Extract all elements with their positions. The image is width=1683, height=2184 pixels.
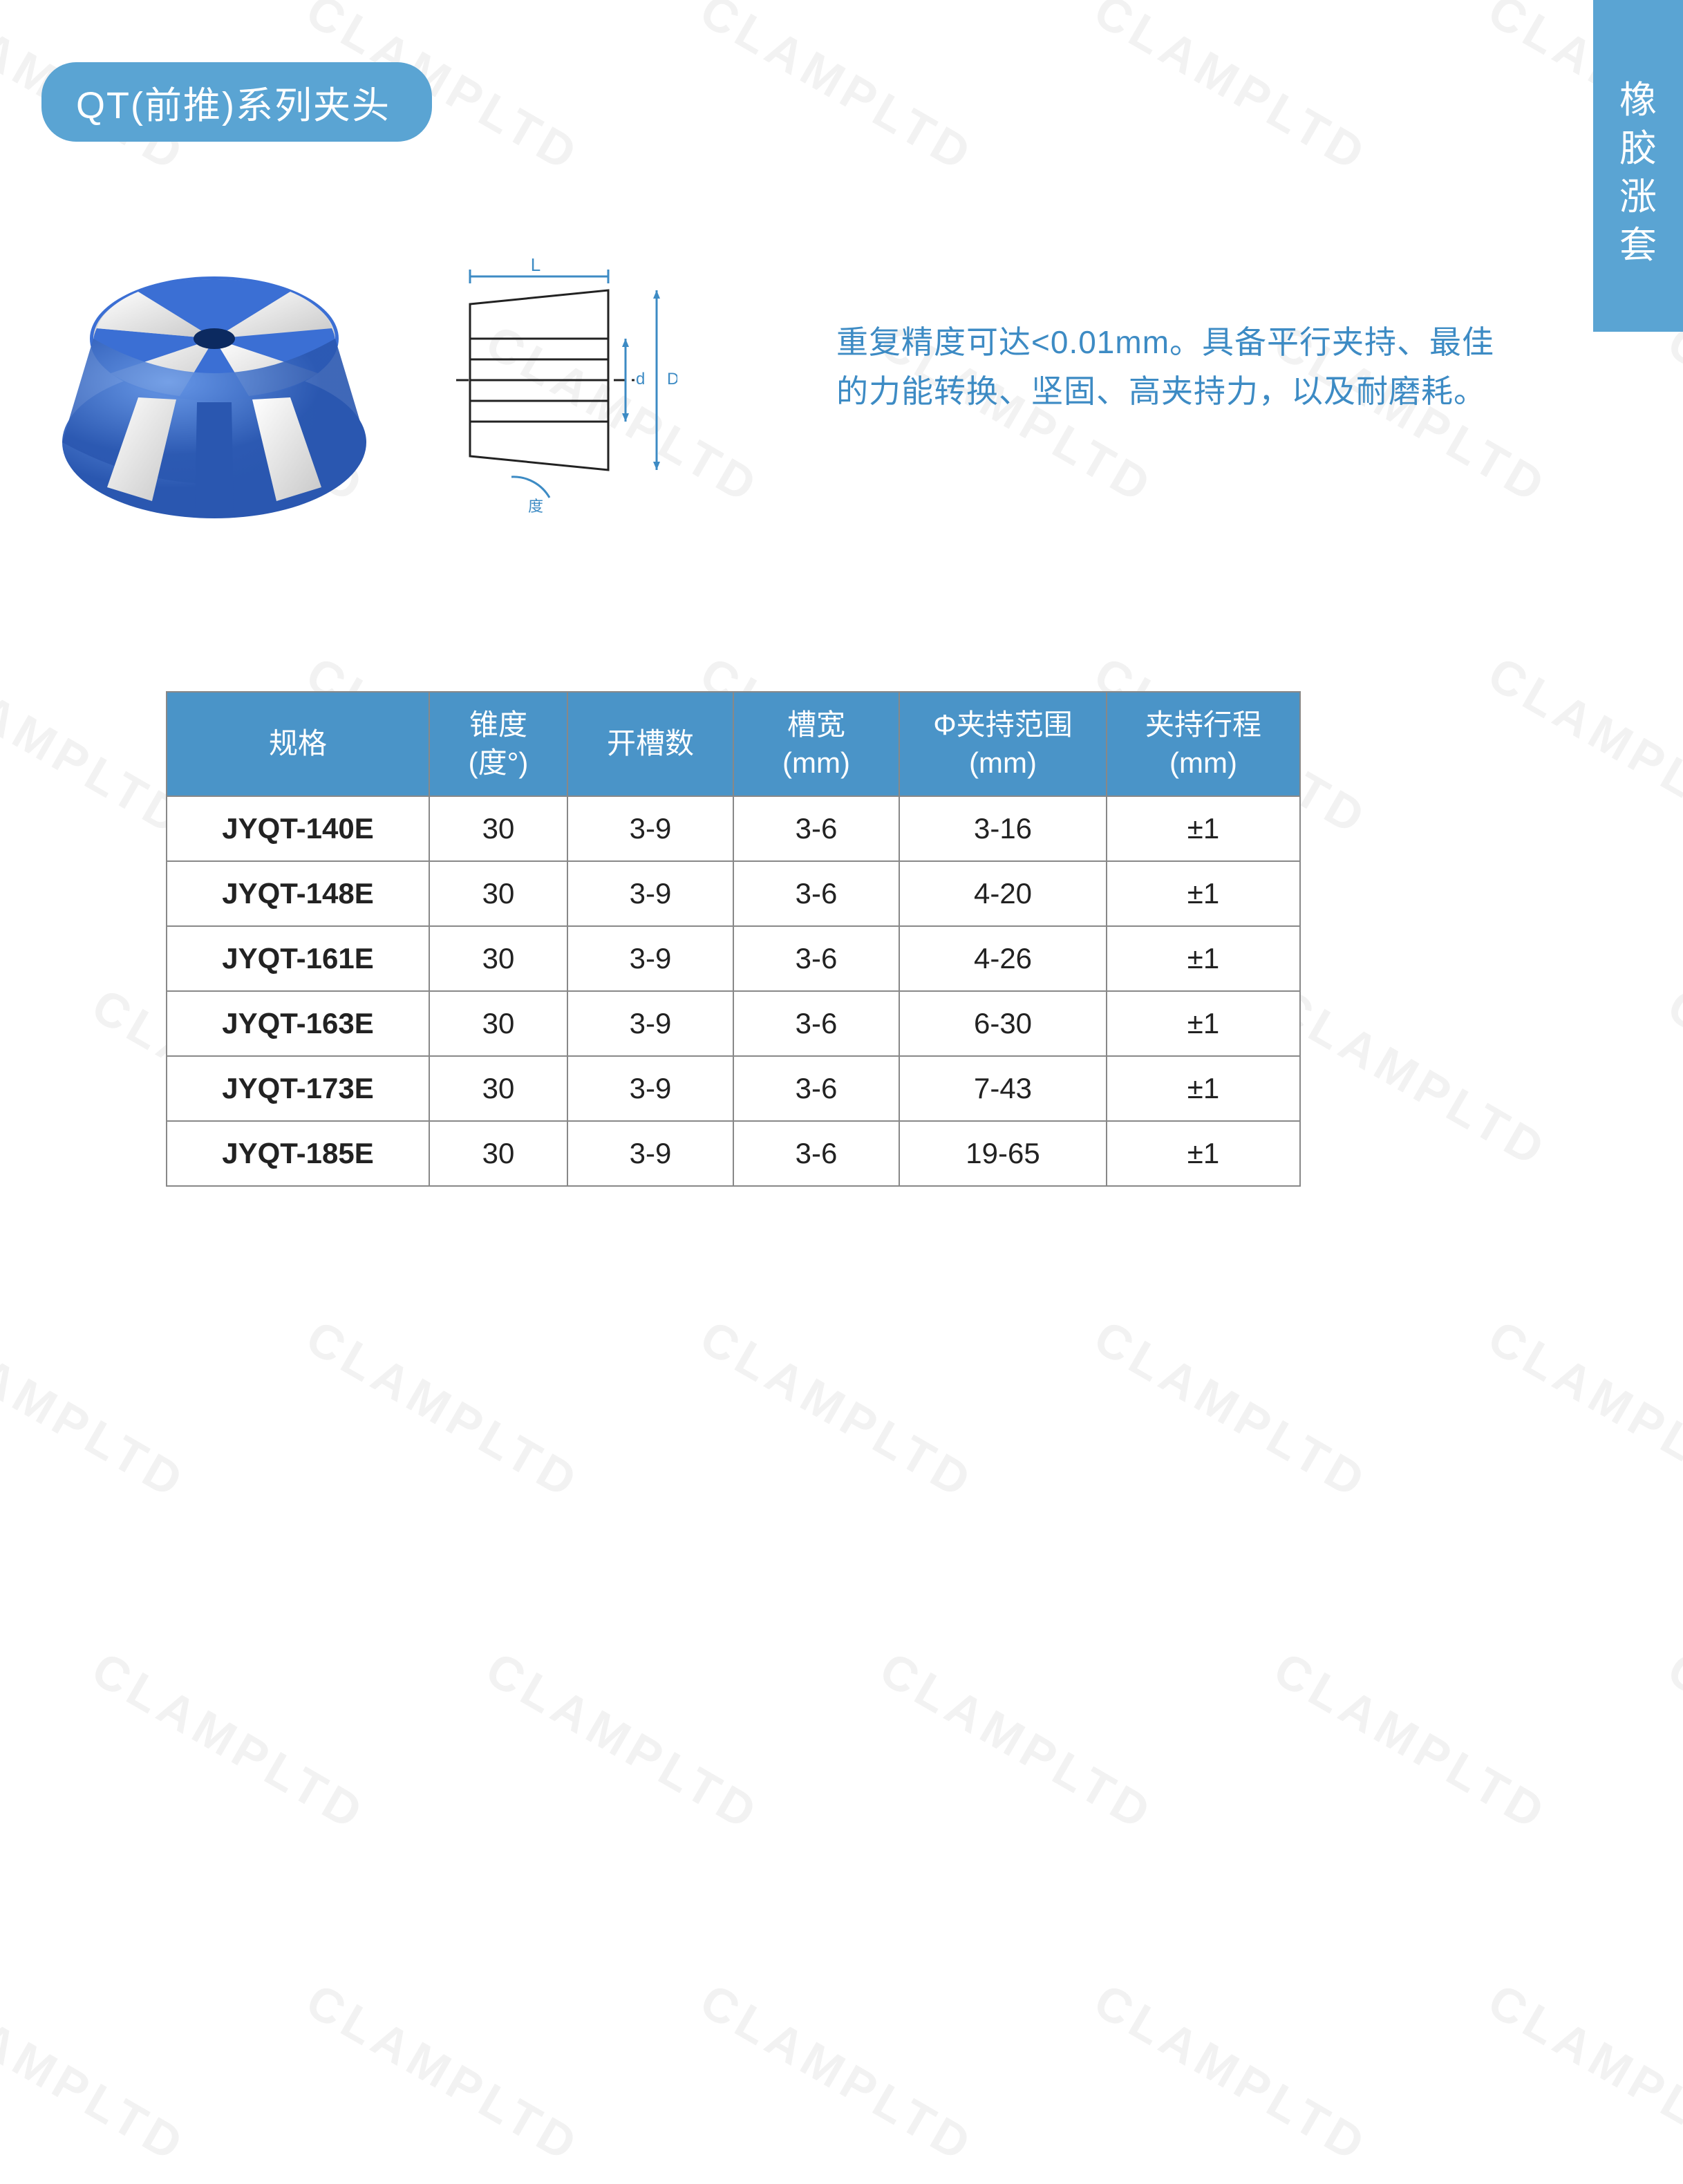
table-row: JYQT-185E303-93-619-65±1 bbox=[167, 1121, 1300, 1186]
table-header-cell: Φ夹持范围(mm) bbox=[899, 692, 1107, 796]
collet-schematic-icon: L d D bbox=[429, 256, 677, 518]
watermark-text: CLAMPLTD bbox=[1479, 1309, 1683, 1510]
spec-cell: 3-16 bbox=[899, 796, 1107, 861]
product-description: 重复精度可达<0.01mm。具备平行夹持、最佳的力能转换、坚固、高夹持力，以及耐… bbox=[836, 318, 1500, 417]
model-cell: JYQT-140E bbox=[167, 796, 429, 861]
spec-cell: ±1 bbox=[1107, 926, 1300, 991]
watermark-text: CLAMPLTD bbox=[0, 1973, 196, 2174]
watermark-text: CLAMPLTD bbox=[1085, 1973, 1378, 2174]
model-cell: JYQT-148E bbox=[167, 861, 429, 926]
spec-cell: 30 bbox=[429, 1121, 567, 1186]
table-row: JYQT-163E303-93-66-30±1 bbox=[167, 991, 1300, 1056]
watermark-text: CLAMPLTD bbox=[691, 0, 984, 184]
watermark-text: CLAMPLTD bbox=[1479, 1973, 1683, 2174]
watermark-text: CLAMPLTD bbox=[1659, 314, 1683, 515]
svg-text:D: D bbox=[667, 370, 677, 388]
watermark-text: CLAMPLTD bbox=[1479, 646, 1683, 847]
spec-cell: 3-6 bbox=[733, 796, 899, 861]
spec-cell: 3-9 bbox=[567, 991, 733, 1056]
watermark-text: CLAMPLTD bbox=[1659, 977, 1683, 1178]
spec-cell: 3-6 bbox=[733, 991, 899, 1056]
spec-cell: 3-9 bbox=[567, 926, 733, 991]
watermark-text: CLAMPLTD bbox=[871, 1641, 1164, 1842]
spec-cell: ±1 bbox=[1107, 1121, 1300, 1186]
table-row: JYQT-173E303-93-67-43±1 bbox=[167, 1056, 1300, 1121]
spec-cell: 30 bbox=[429, 926, 567, 991]
side-tab-char: 胶 bbox=[1619, 124, 1657, 173]
table-header-cell: 槽宽(mm) bbox=[733, 692, 899, 796]
table-row: JYQT-148E303-93-64-20±1 bbox=[167, 861, 1300, 926]
table-body: JYQT-140E303-93-63-16±1JYQT-148E303-93-6… bbox=[167, 796, 1300, 1186]
spec-cell: 3-9 bbox=[567, 796, 733, 861]
spec-cell: ±1 bbox=[1107, 1056, 1300, 1121]
spec-cell: 30 bbox=[429, 796, 567, 861]
spec-cell: 3-6 bbox=[733, 926, 899, 991]
spec-cell: ±1 bbox=[1107, 861, 1300, 926]
spec-cell: 4-20 bbox=[899, 861, 1107, 926]
collet-3d-icon bbox=[41, 214, 387, 560]
spec-cell: 3-9 bbox=[567, 1121, 733, 1186]
watermark-text: CLAMPLTD bbox=[691, 1309, 984, 1510]
model-cell: JYQT-161E bbox=[167, 926, 429, 991]
watermark-text: CLAMPLTD bbox=[297, 1973, 590, 2174]
table-row: JYQT-161E303-93-64-26±1 bbox=[167, 926, 1300, 991]
watermark-text: CLAMPLTD bbox=[1265, 977, 1558, 1178]
svg-text:L: L bbox=[531, 256, 540, 275]
spec-cell: 19-65 bbox=[899, 1121, 1107, 1186]
watermark-text: CLAMPLTD bbox=[1085, 0, 1378, 184]
watermark-text: CLAMPLTD bbox=[1265, 1641, 1558, 1842]
spec-cell: ±1 bbox=[1107, 991, 1300, 1056]
spec-cell: 7-43 bbox=[899, 1056, 1107, 1121]
spec-cell: 6-30 bbox=[899, 991, 1107, 1056]
spec-cell: 3-6 bbox=[733, 1056, 899, 1121]
table-row: JYQT-140E303-93-63-16±1 bbox=[167, 796, 1300, 861]
spec-cell: 3-9 bbox=[567, 1056, 733, 1121]
spec-cell: 30 bbox=[429, 1056, 567, 1121]
watermark-text: CLAMPLTD bbox=[691, 1973, 984, 2174]
model-cell: JYQT-173E bbox=[167, 1056, 429, 1121]
specification-table: 规格锥度(度°)开槽数槽宽(mm)Φ夹持范围(mm)夹持行程(mm) JYQT-… bbox=[166, 691, 1301, 1187]
watermark-text: CLAMPLTD bbox=[1085, 1309, 1378, 1510]
svg-text:d: d bbox=[636, 370, 645, 388]
section-title-badge: QT(前推)系列夹头 bbox=[41, 62, 432, 142]
watermark-text: CLAMPLTD bbox=[83, 1641, 376, 1842]
watermark-text: CLAMPLTD bbox=[1659, 1641, 1683, 1842]
svg-text:度: 度 bbox=[528, 498, 543, 515]
watermark-text: CLAMPLTD bbox=[0, 1309, 196, 1510]
table-header-cell: 锥度(度°) bbox=[429, 692, 567, 796]
product-illustration-area: L d D bbox=[41, 194, 774, 581]
watermark-text: CLAMPLTD bbox=[297, 1309, 590, 1510]
side-tab-char: 橡 bbox=[1619, 76, 1657, 124]
side-category-tab: 橡 胶 涨 套 bbox=[1593, 0, 1683, 332]
spec-cell: ±1 bbox=[1107, 796, 1300, 861]
spec-cell: 3-6 bbox=[733, 861, 899, 926]
spec-cell: 4-26 bbox=[899, 926, 1107, 991]
side-tab-char: 涨 bbox=[1619, 173, 1657, 221]
side-tab-char: 套 bbox=[1619, 221, 1657, 270]
spec-cell: 3-6 bbox=[733, 1121, 899, 1186]
model-cell: JYQT-163E bbox=[167, 991, 429, 1056]
spec-cell: 3-9 bbox=[567, 861, 733, 926]
model-cell: JYQT-185E bbox=[167, 1121, 429, 1186]
table-header-cell: 规格 bbox=[167, 692, 429, 796]
spec-cell: 30 bbox=[429, 861, 567, 926]
watermark-text: CLAMPLTD bbox=[477, 1641, 770, 1842]
table-header-cell: 开槽数 bbox=[567, 692, 733, 796]
spec-cell: 30 bbox=[429, 991, 567, 1056]
table-header: 规格锥度(度°)开槽数槽宽(mm)Φ夹持范围(mm)夹持行程(mm) bbox=[167, 692, 1300, 796]
table-header-cell: 夹持行程(mm) bbox=[1107, 692, 1300, 796]
